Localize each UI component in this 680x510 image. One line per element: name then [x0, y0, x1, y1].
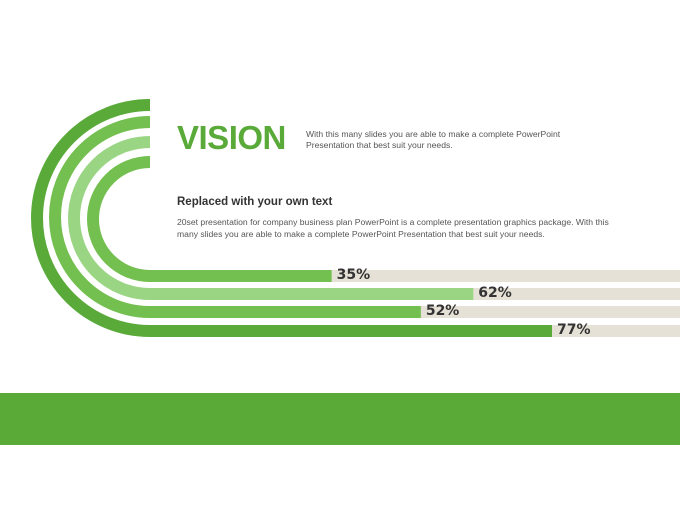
title-description: With this many slides you are able to ma… — [306, 129, 561, 150]
progress-value-label: 35% — [336, 267, 371, 283]
footer-band — [0, 393, 680, 445]
progress-bar — [87, 156, 332, 282]
progress-bar — [31, 99, 552, 337]
progress-value-label: 77% — [557, 322, 591, 338]
progress-value-label: 62% — [478, 285, 512, 301]
subheading: Replaced with your own text — [177, 196, 333, 208]
progress-value-label: 52% — [425, 303, 460, 319]
body-text: 20set presentation for company business … — [177, 217, 609, 239]
progress-bar — [49, 116, 421, 318]
page-title: VISION — [177, 119, 286, 156]
progress-bar — [68, 136, 474, 300]
